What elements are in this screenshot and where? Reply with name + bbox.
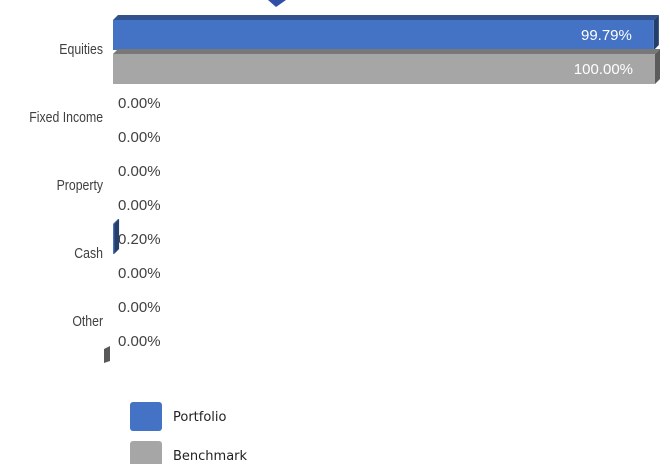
value-label-benchmark-equities: 100.00% xyxy=(574,61,633,78)
axis-stub xyxy=(104,346,110,363)
legend-swatch-benchmark xyxy=(130,441,162,464)
legend-swatch-portfolio xyxy=(130,402,162,431)
category-label-property: Property xyxy=(57,177,104,193)
legend-label-benchmark: Benchmark xyxy=(173,449,248,464)
bar-benchmark-equities xyxy=(113,49,660,84)
value-label-benchmark-cash: 0.00% xyxy=(118,265,161,282)
value-label-portfolio-equities: 99.79% xyxy=(581,27,632,44)
value-label-benchmark-fixed-income: 0.00% xyxy=(118,129,161,146)
category-label-fixed-income: Fixed Income xyxy=(29,109,103,125)
legend-label-portfolio: Portfolio xyxy=(173,410,227,425)
legend-item-portfolio: Portfolio xyxy=(130,402,227,431)
category-label-other: Other xyxy=(72,313,103,329)
labels-layer: Equities 99.79% 100.00% Fixed Income 0.00% 0.… xyxy=(29,27,633,363)
legend-item-benchmark: Benchmark xyxy=(130,441,248,464)
bar-portfolio-equities xyxy=(113,15,659,50)
value-label-portfolio-other: 0.00% xyxy=(118,299,161,316)
category-label-cash: Cash xyxy=(74,245,103,261)
title-remnant xyxy=(268,0,286,7)
value-label-portfolio-fixed-income: 0.00% xyxy=(118,95,161,112)
value-label-benchmark-property: 0.00% xyxy=(118,197,161,214)
bars-layer xyxy=(113,15,660,254)
legend: Portfolio Benchmark xyxy=(130,402,248,464)
category-label-equities: Equities xyxy=(59,41,103,57)
value-label-portfolio-cash: 0.20% xyxy=(118,231,161,248)
value-label-benchmark-other: 0.00% xyxy=(118,333,161,350)
bar-portfolio-cash xyxy=(113,219,120,254)
value-label-portfolio-property: 0.00% xyxy=(118,163,161,180)
